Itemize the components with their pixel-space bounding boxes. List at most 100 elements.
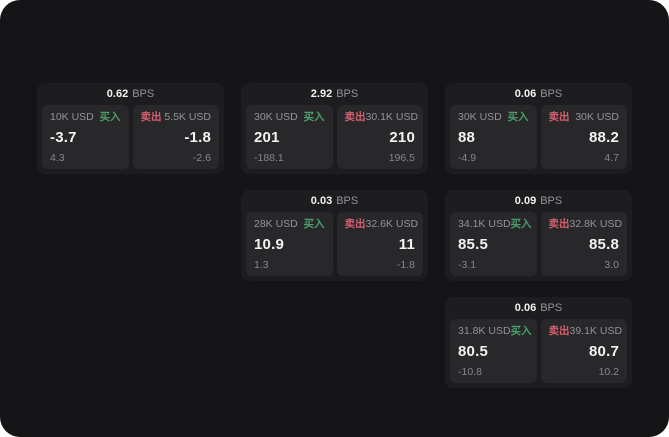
sell-price: 210 bbox=[389, 129, 415, 146]
sell-panel-header: 卖出 32.8K USD bbox=[548, 218, 623, 230]
buy-sub-value: -3.1 bbox=[458, 258, 477, 271]
bps-unit-label: BPS bbox=[540, 301, 563, 314]
sell-size: 32.8K USD bbox=[569, 218, 623, 230]
buy-price: 88 bbox=[458, 129, 476, 146]
quote-card-6: 0.06 BPS 31.8K USD 买入 80.5 -10.8 卖出 39.1… bbox=[445, 297, 632, 388]
buy-price: 10.9 bbox=[254, 236, 284, 253]
buy-panel[interactable]: 34.1K USD 买入 85.5 -3.1 bbox=[450, 212, 537, 276]
buy-side-label: 买入 bbox=[510, 218, 532, 230]
sell-panel[interactable]: 卖出 30.1K USD 210 196.5 bbox=[336, 105, 423, 169]
buy-panel-header: 10K USD 买入 bbox=[50, 112, 121, 123]
buy-size: 30K USD bbox=[254, 111, 298, 123]
sell-panel[interactable]: 卖出 39.1K USD 80.7 10.2 bbox=[540, 319, 627, 383]
sell-price: 85.8 bbox=[589, 236, 619, 253]
sell-panel-header: 卖出 30K USD bbox=[549, 112, 620, 123]
sell-side-label: 卖出 bbox=[344, 111, 366, 123]
buy-panel-header: 34.1K USD 买入 bbox=[458, 218, 532, 230]
buy-panel-header: 30K USD 买入 bbox=[458, 112, 529, 123]
bps-value: 0.03 bbox=[310, 194, 333, 207]
buy-panel[interactable]: 31.8K USD 买入 80.5 -10.8 bbox=[450, 319, 537, 383]
buy-sub-value: -10.8 bbox=[458, 365, 482, 378]
sell-size: 5.5K USD bbox=[164, 111, 211, 123]
sell-sub-value: -1.8 bbox=[396, 258, 415, 271]
sell-panel[interactable]: 卖出 5.5K USD -1.8 -2.6 bbox=[132, 105, 219, 169]
buy-panel-header: 30K USD 买入 bbox=[254, 112, 325, 123]
buy-price: -3.7 bbox=[50, 129, 77, 146]
buy-panel[interactable]: 30K USD 买入 88 -4.9 bbox=[450, 105, 537, 169]
buy-panel-header: 31.8K USD 买入 bbox=[458, 325, 532, 337]
buy-sub-value: 4.3 bbox=[50, 151, 65, 164]
sell-side-label: 卖出 bbox=[344, 218, 366, 230]
buy-panel-header: 28K USD 买入 bbox=[254, 219, 325, 230]
sell-side-label: 卖出 bbox=[548, 111, 570, 123]
buy-side-label: 买入 bbox=[507, 111, 529, 123]
sell-price: 80.7 bbox=[589, 343, 619, 360]
quote-panels: 34.1K USD 买入 85.5 -3.1 卖出 32.8K USD 85.8… bbox=[445, 212, 632, 276]
buy-sub-value: 1.3 bbox=[254, 258, 269, 271]
sell-price: 11 bbox=[398, 236, 415, 253]
bps-header: 0.06 BPS bbox=[445, 297, 632, 319]
quote-panels: 10K USD 买入 -3.7 4.3 卖出 5.5K USD -1.8 -2.… bbox=[37, 105, 224, 169]
bps-value: 2.92 bbox=[310, 87, 333, 100]
buy-sub-value: -4.9 bbox=[458, 151, 477, 164]
buy-size: 30K USD bbox=[458, 111, 502, 123]
buy-side-label: 买入 bbox=[510, 325, 532, 337]
buy-sub-value: -188.1 bbox=[254, 151, 284, 164]
quote-card-3: 0.06 BPS 30K USD 买入 88 -4.9 卖出 30K USD 8… bbox=[445, 83, 632, 174]
buy-size: 10K USD bbox=[50, 111, 94, 123]
bps-unit-label: BPS bbox=[336, 87, 359, 100]
buy-size: 34.1K USD bbox=[458, 218, 511, 230]
sell-panel-header: 卖出 5.5K USD bbox=[141, 112, 212, 123]
buy-price: 80.5 bbox=[458, 343, 488, 360]
sell-sub-value: 196.5 bbox=[388, 151, 415, 164]
bps-unit-label: BPS bbox=[336, 194, 359, 207]
sell-side-label: 卖出 bbox=[548, 218, 570, 230]
bps-value: 0.09 bbox=[514, 194, 537, 207]
buy-size: 31.8K USD bbox=[458, 325, 511, 337]
buy-size: 28K USD bbox=[254, 218, 298, 230]
sell-panel-header: 卖出 30.1K USD bbox=[344, 111, 419, 123]
sell-panel[interactable]: 卖出 32.8K USD 85.8 3.0 bbox=[540, 212, 627, 276]
sell-panel-header: 卖出 32.6K USD bbox=[344, 218, 419, 230]
bps-value: 0.62 bbox=[106, 87, 129, 100]
buy-panel[interactable]: 30K USD 买入 201 -188.1 bbox=[246, 105, 333, 169]
bps-header: 0.03 BPS bbox=[241, 190, 428, 212]
sell-panel[interactable]: 卖出 32.6K USD 11 -1.8 bbox=[336, 212, 423, 276]
sell-side-label: 卖出 bbox=[140, 111, 162, 123]
bps-unit-label: BPS bbox=[540, 194, 563, 207]
bps-value: 0.06 bbox=[514, 87, 537, 100]
sell-size: 30.1K USD bbox=[365, 111, 419, 123]
sell-size: 30K USD bbox=[575, 111, 619, 123]
bps-unit-label: BPS bbox=[540, 87, 563, 100]
quote-panels: 30K USD 买入 201 -188.1 卖出 30.1K USD 210 1… bbox=[241, 105, 428, 169]
sell-sub-value: 3.0 bbox=[604, 258, 619, 271]
bps-value: 0.06 bbox=[514, 301, 537, 314]
bps-header: 0.62 BPS bbox=[37, 83, 224, 105]
sell-size: 32.6K USD bbox=[365, 218, 419, 230]
sell-size: 39.1K USD bbox=[569, 325, 623, 337]
buy-side-label: 买入 bbox=[303, 218, 325, 230]
sell-panel[interactable]: 卖出 30K USD 88.2 4.7 bbox=[540, 105, 627, 169]
sell-sub-value: 10.2 bbox=[598, 365, 619, 378]
buy-side-label: 买入 bbox=[99, 111, 121, 123]
sell-price: 88.2 bbox=[589, 129, 619, 146]
buy-side-label: 买入 bbox=[303, 111, 325, 123]
sell-sub-value: -2.6 bbox=[192, 151, 211, 164]
buy-panel[interactable]: 10K USD 买入 -3.7 4.3 bbox=[42, 105, 129, 169]
quote-card-5: 0.09 BPS 34.1K USD 买入 85.5 -3.1 卖出 32.8K… bbox=[445, 190, 632, 281]
quote-card-4: 0.03 BPS 28K USD 买入 10.9 1.3 卖出 32.6K US… bbox=[241, 190, 428, 281]
bps-header: 0.09 BPS bbox=[445, 190, 632, 212]
bps-unit-label: BPS bbox=[132, 87, 155, 100]
sell-sub-value: 4.7 bbox=[604, 151, 619, 164]
sell-price: -1.8 bbox=[184, 129, 211, 146]
bps-header: 0.06 BPS bbox=[445, 83, 632, 105]
quote-panels: 28K USD 买入 10.9 1.3 卖出 32.6K USD 11 -1.8 bbox=[241, 212, 428, 276]
quote-card-2: 2.92 BPS 30K USD 买入 201 -188.1 卖出 30.1K … bbox=[241, 83, 428, 174]
buy-panel[interactable]: 28K USD 买入 10.9 1.3 bbox=[246, 212, 333, 276]
quote-panels: 30K USD 买入 88 -4.9 卖出 30K USD 88.2 4.7 bbox=[445, 105, 632, 169]
buy-price: 85.5 bbox=[458, 236, 488, 253]
sell-side-label: 卖出 bbox=[548, 325, 570, 337]
bps-header: 2.92 BPS bbox=[241, 83, 428, 105]
quote-panels: 31.8K USD 买入 80.5 -10.8 卖出 39.1K USD 80.… bbox=[445, 319, 632, 383]
